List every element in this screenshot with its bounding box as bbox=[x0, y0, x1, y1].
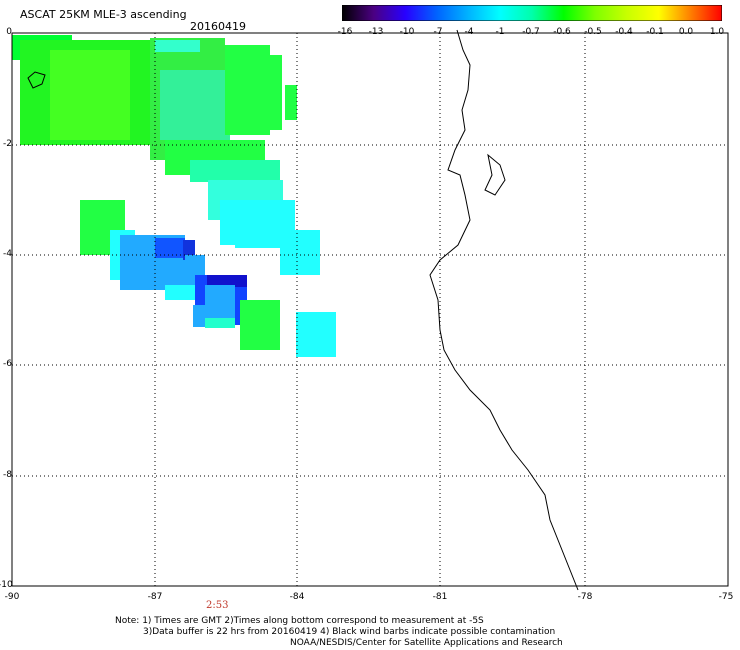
lat-label: 0 bbox=[6, 27, 12, 37]
product-title: ASCAT 25KM MLE-3 ascending bbox=[20, 8, 187, 21]
color-scale-label: -0.6 bbox=[553, 27, 571, 37]
graticule bbox=[12, 33, 728, 586]
lon-label: -90 bbox=[4, 592, 20, 602]
coastline bbox=[27, 29, 579, 591]
lon-label: -81 bbox=[432, 592, 448, 602]
color-scale-label: -10 bbox=[399, 27, 415, 37]
lon-label: -78 bbox=[577, 592, 593, 602]
color-scale-label: -0.4 bbox=[615, 27, 633, 37]
lat-label: -2 bbox=[3, 139, 12, 149]
lon-label: -75 bbox=[718, 592, 734, 602]
note-line-3: NOAA/NESDIS/Center for Satellite Applica… bbox=[290, 638, 563, 648]
color-scale-bar bbox=[342, 5, 722, 21]
color-scale-label: -4 bbox=[464, 27, 474, 37]
product-date: 20160419 bbox=[190, 20, 246, 33]
color-scale-label: 0.0 bbox=[678, 27, 694, 37]
note-line-2: 3)Data buffer is 22 hrs from 20160419 4)… bbox=[143, 627, 556, 637]
color-scale-label: -13 bbox=[368, 27, 384, 37]
color-scale-label: -0.1 bbox=[646, 27, 664, 37]
color-scale-gradient bbox=[342, 5, 722, 21]
color-scale-label: -1 bbox=[495, 27, 505, 37]
lon-label: -87 bbox=[147, 592, 163, 602]
lon-label: -84 bbox=[289, 592, 305, 602]
lat-label: -4 bbox=[3, 249, 12, 259]
color-scale-label: -16 bbox=[337, 27, 353, 37]
color-scale-label: -7 bbox=[433, 27, 443, 37]
color-scale-label: 1.0 bbox=[709, 27, 725, 37]
lat-label: -6 bbox=[3, 359, 12, 369]
lat-label: -8 bbox=[3, 470, 12, 480]
color-scale-label: -0.7 bbox=[522, 27, 540, 37]
lat-label: -10 bbox=[0, 580, 13, 590]
color-scale-label: -0.5 bbox=[584, 27, 602, 37]
pass-time-label: 2:53 bbox=[206, 600, 229, 611]
swath-cells bbox=[12, 35, 336, 357]
note-line-1: Note: 1) Times are GMT 2)Times along bot… bbox=[115, 616, 484, 626]
map-frame bbox=[11, 32, 729, 587]
